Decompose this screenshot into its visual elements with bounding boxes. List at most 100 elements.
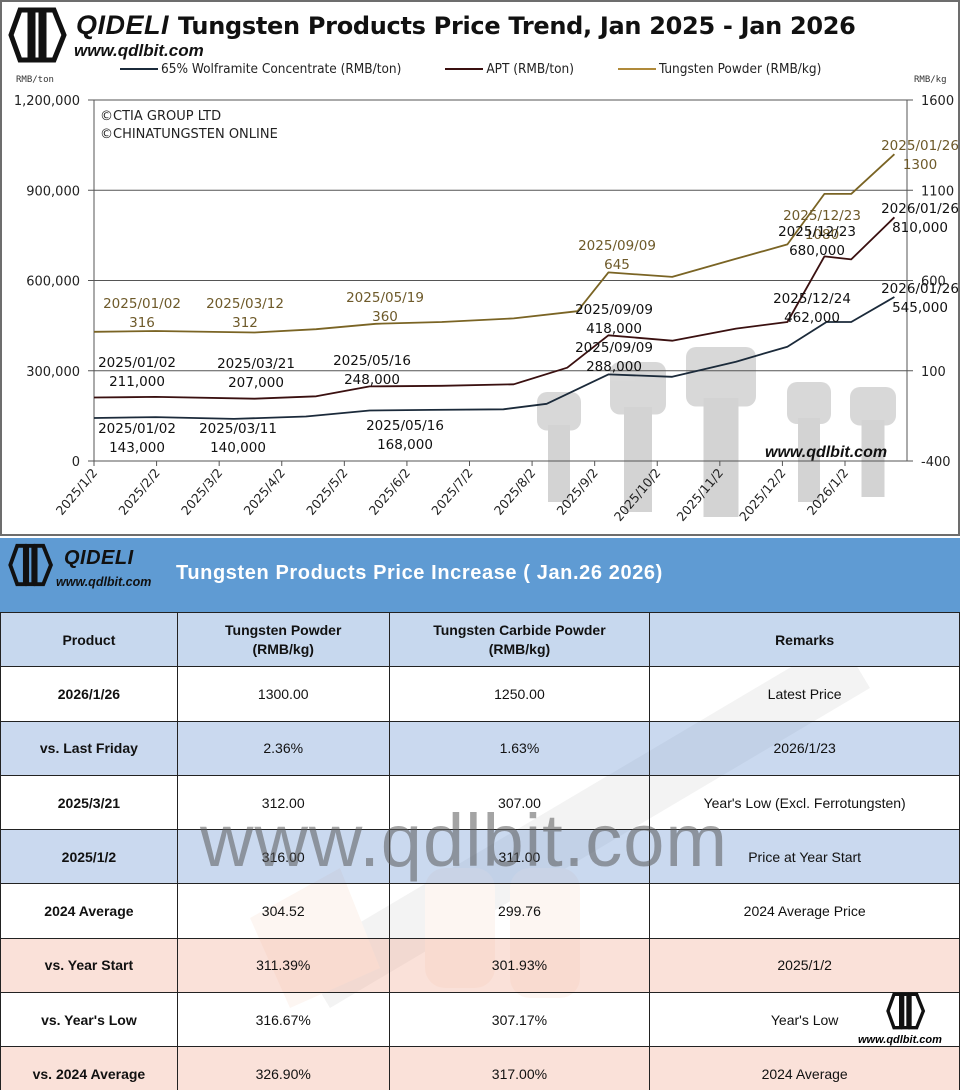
header-line: Tungsten Powder	[225, 622, 342, 639]
table-row: 2025/3/21 312.00 307.00 Year's Low (Excl…	[0, 774, 960, 831]
svg-text:2025/8/2: 2025/8/2	[491, 465, 539, 518]
cell-product: 2025/3/21	[0, 774, 178, 831]
annotation-value: 248,000	[344, 372, 400, 388]
svg-text:600,000: 600,000	[26, 275, 80, 290]
annotation-value: 462,000	[784, 310, 840, 326]
svg-text:2025/4/2: 2025/4/2	[240, 465, 288, 518]
cell-tungsten-powder: 304.52	[176, 883, 390, 939]
table-row: 2025/1/2 316.00 311.00 Price at Year Sta…	[0, 829, 960, 885]
annotation-date: 2026/01/26	[881, 201, 959, 217]
column-header-carbide-powder: Tungsten Carbide Powder (RMB/kg)	[388, 611, 651, 668]
brand-name: QIDELI	[64, 547, 134, 569]
svg-text:2025/2/2: 2025/2/2	[115, 465, 163, 518]
legend-swatch	[120, 68, 158, 70]
cell-remarks: 2024 Average	[649, 1046, 960, 1090]
cell-remarks: Price at Year Start	[649, 829, 960, 885]
annotation-value: 810,000	[892, 220, 948, 236]
legend-item-tungsten-powder: Tungsten Powder (RMB/kg)	[617, 61, 821, 77]
table-title: Tungsten Products Price Increase ( Jan.2…	[176, 562, 663, 584]
corner-url: www.qdlbit.com	[858, 1034, 942, 1046]
annotation-date: 2025/03/11	[199, 421, 277, 437]
annotation-value: 360	[372, 309, 398, 325]
svg-text:900,000: 900,000	[26, 184, 80, 199]
cell-product: vs. Year's Low	[0, 992, 178, 1048]
cell-remarks: Latest Price	[649, 666, 960, 722]
qdl-logo-icon	[8, 7, 67, 63]
chart-series-lines	[93, 153, 896, 420]
annotation-value: 143,000	[109, 440, 165, 456]
cell-product: vs. 2024 Average	[0, 1046, 178, 1090]
annotation-date: 2025/09/09	[575, 302, 653, 318]
annotation-date: 2025/12/24	[773, 291, 851, 307]
annotation-date: 2025/05/16	[333, 353, 411, 369]
cell-remarks: Year's Low (Excl. Ferrotungsten)	[649, 774, 960, 831]
table-header-row: Product Tungsten Powder (RMB/kg) Tungste…	[0, 611, 960, 668]
cell-carbide-powder: 299.76	[388, 883, 651, 939]
table-header-banner: QIDELI www.qdlbit.com Tungsten Products …	[0, 538, 960, 612]
svg-text:1600: 1600	[921, 94, 954, 109]
brand-url: www.qdlbit.com	[56, 575, 152, 589]
annotation-value: 645	[604, 257, 630, 273]
cell-remarks: 2025/1/2	[649, 937, 960, 994]
cell-tungsten-powder: 311.39%	[176, 937, 390, 994]
table-row: 2026/1/26 1300.00 1250.00 Latest Price	[0, 666, 960, 722]
cell-carbide-powder: 1250.00	[388, 666, 651, 722]
annotation-value: 168,000	[377, 437, 433, 453]
svg-text:-400: -400	[921, 455, 951, 470]
cell-product: 2026/1/26	[0, 666, 178, 722]
cell-product: vs. Last Friday	[0, 720, 178, 776]
cell-product: vs. Year Start	[0, 937, 178, 994]
annotation-value: 545,000	[892, 300, 948, 316]
copyright-chinatungsten: ©CHINATUNGSTEN ONLINE	[100, 127, 278, 142]
brand-name: QIDELI	[76, 10, 170, 40]
cell-carbide-powder: 1.63%	[388, 720, 651, 776]
svg-text:2025/5/2: 2025/5/2	[303, 465, 351, 518]
cell-remarks: 2024 Average Price	[649, 883, 960, 939]
annotation-date: 2025/05/19	[346, 290, 424, 306]
chart-watermark-url: www.qdlbit.com	[765, 444, 887, 461]
svg-text:2025/3/2: 2025/3/2	[178, 465, 226, 518]
annotation-date: 2025/01/26	[881, 138, 959, 154]
svg-text:2025/7/2: 2025/7/2	[428, 465, 476, 518]
cell-tungsten-powder: 2.36%	[176, 720, 390, 776]
svg-text:600: 600	[921, 275, 946, 290]
qdl-logo-icon	[886, 992, 926, 1030]
annotation-date: 2025/09/09	[575, 340, 653, 356]
table-row: 2024 Average 304.52 299.76 2024 Average …	[0, 883, 960, 939]
annotation-value: 680,000	[789, 243, 845, 259]
header-line: Tungsten Carbide Powder	[433, 622, 606, 639]
legend-item-apt: APT (RMB/ton)	[445, 61, 574, 77]
svg-text:2025/6/2: 2025/6/2	[366, 465, 414, 518]
cell-remarks: 2026/1/23	[649, 720, 960, 776]
legend-swatch	[445, 68, 484, 70]
chart-legend: 65% Wolframite Concentrate (RMB/ton) APT…	[120, 61, 865, 77]
table-row: vs. Last Friday 2.36% 1.63% 2026/1/23	[0, 720, 960, 776]
annotation-date: 2025/01/02	[103, 296, 181, 312]
qideli-logo: QIDELI www.qdlbit.com	[8, 6, 204, 64]
chart-title: Tungsten Products Price Trend, Jan 2025 …	[178, 12, 856, 40]
corner-logo: www.qdlbit.com	[858, 990, 954, 1050]
column-header-tungsten-powder: Tungsten Powder (RMB/kg)	[176, 611, 390, 668]
cell-tungsten-powder: 1300.00	[176, 666, 390, 722]
right-axis-unit: RMB/kg	[914, 75, 947, 85]
column-header-remarks: Remarks	[649, 611, 960, 668]
svg-text:1100: 1100	[921, 184, 954, 199]
annotation-date: 2025/01/02	[98, 421, 176, 437]
cell-tungsten-powder: 312.00	[176, 774, 390, 831]
legend-item-wolframite: 65% Wolframite Concentrate (RMB/ton)	[120, 61, 401, 77]
cell-product: 2025/1/2	[0, 829, 178, 885]
svg-text:1,200,000: 1,200,000	[14, 94, 80, 109]
table-row: vs. 2024 Average 326.90% 317.00% 2024 Av…	[0, 1046, 960, 1090]
chart-annotations: 2025/01/02 316 2025/03/12 312 2025/05/19 360 2…	[98, 138, 959, 456]
table-row: vs. Year Start 311.39% 301.93% 2025/1/2	[0, 937, 960, 994]
annotation-value: 316	[129, 315, 155, 331]
svg-text:2025/12/2: 2025/12/2	[736, 465, 789, 524]
annotation-value: 312	[232, 315, 258, 331]
cell-tungsten-powder: 316.00	[176, 829, 390, 885]
legend-label: APT (RMB/ton)	[486, 61, 574, 77]
qdl-logo-icon	[8, 543, 53, 587]
annotation-value: 288,000	[586, 359, 642, 375]
cell-product: 2024 Average	[0, 883, 178, 939]
table-row: vs. Year's Low 316.67% 307.17% Year's Lo…	[0, 992, 960, 1048]
annotation-date: 2025/03/12	[206, 296, 284, 312]
